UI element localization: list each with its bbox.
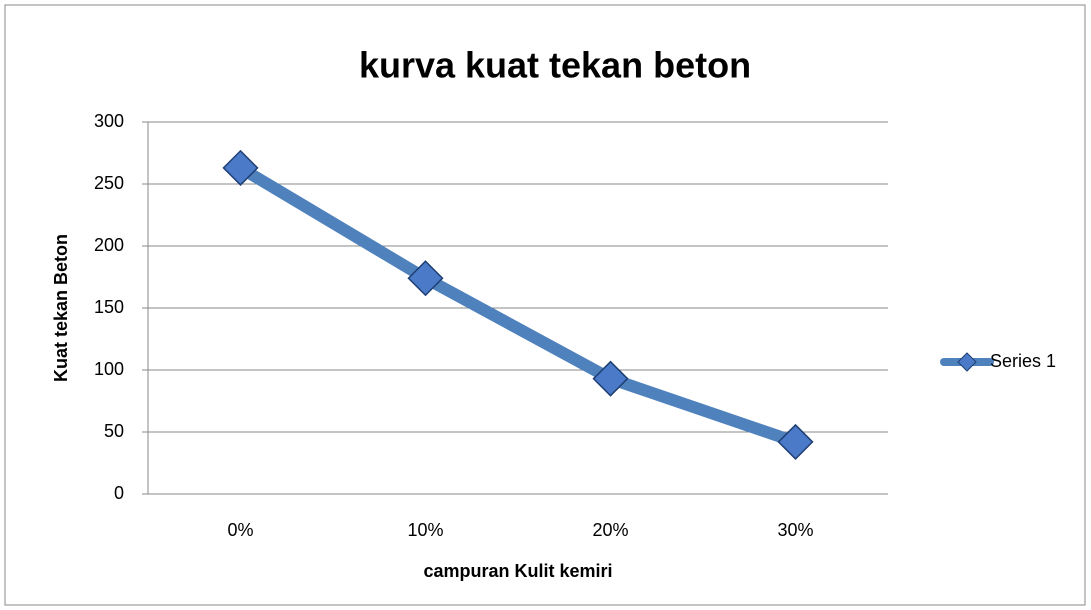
y-axis-label: Kuat tekan Beton — [51, 234, 71, 382]
x-axis-label: campuran Kulit kemiri — [423, 561, 612, 581]
y-tick-label: 100 — [94, 359, 124, 379]
legend-marker — [957, 352, 977, 372]
y-tick-label: 50 — [104, 421, 124, 441]
series-line — [234, 161, 802, 448]
y-tick-label: 200 — [94, 235, 124, 255]
chart-border — [4, 4, 1086, 606]
chart-title: kurva kuat tekan beton — [359, 45, 751, 86]
data-marker — [592, 360, 629, 397]
x-tick-label: 10% — [407, 520, 443, 540]
x-tick-label: 20% — [592, 520, 628, 540]
x-tick-label: 0% — [227, 520, 253, 540]
y-tick-label: 0 — [114, 483, 124, 503]
x-tick-label: 30% — [777, 520, 813, 540]
data-marker — [407, 260, 444, 297]
y-tick-label: 300 — [94, 111, 124, 131]
y-tick-label: 150 — [94, 297, 124, 317]
legend-label: Series 1 — [990, 351, 1056, 371]
data-marker — [777, 423, 814, 460]
data-marker — [222, 149, 259, 186]
y-tick-label: 250 — [94, 173, 124, 193]
